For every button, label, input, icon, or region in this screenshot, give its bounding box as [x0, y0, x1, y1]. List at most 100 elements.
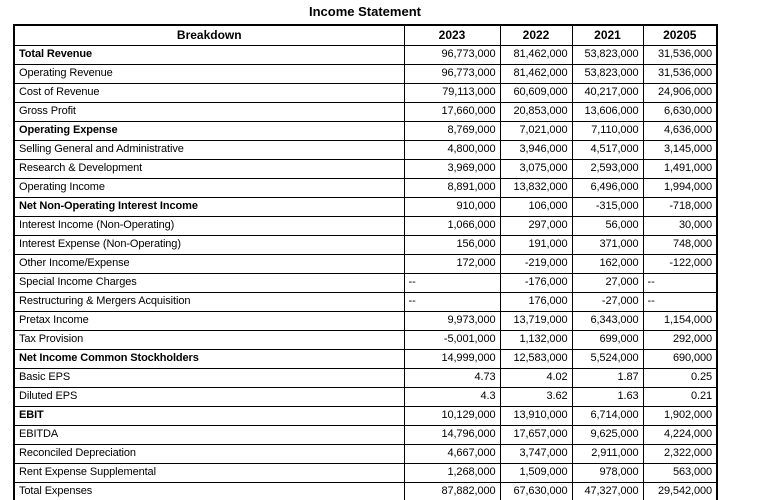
- cell-value: 4,517,000: [572, 140, 643, 159]
- cell-value: 4.73: [404, 368, 500, 387]
- cell-value: 3,946,000: [500, 140, 572, 159]
- cell-value: 978,000: [572, 463, 643, 482]
- row-label: Diluted EPS: [14, 387, 404, 406]
- cell-value: 13,719,000: [500, 311, 572, 330]
- table-row: Diluted EPS4.33.621.630.21: [14, 387, 717, 406]
- cell-value: 4.3: [404, 387, 500, 406]
- cell-value: 14,796,000: [404, 425, 500, 444]
- cell-value: 24,906,000: [643, 83, 717, 102]
- cell-value: 563,000: [643, 463, 717, 482]
- table-row: Cost of Revenue79,113,00060,609,00040,21…: [14, 83, 717, 102]
- cell-value: 1,154,000: [643, 311, 717, 330]
- cell-value: 6,496,000: [572, 178, 643, 197]
- row-label: Operating Expense: [14, 121, 404, 140]
- row-label: Selling General and Administrative: [14, 140, 404, 159]
- row-label: Special Income Charges: [14, 273, 404, 292]
- row-label: Other Income/Expense: [14, 254, 404, 273]
- column-header-2021: 2021: [572, 25, 643, 45]
- cell-value: 191,000: [500, 235, 572, 254]
- cell-value: 297,000: [500, 216, 572, 235]
- row-label: Reconciled Depreciation: [14, 444, 404, 463]
- table-row: Operating Income8,891,00013,832,0006,496…: [14, 178, 717, 197]
- column-header-20205: 20205: [643, 25, 717, 45]
- table-row: Total Expenses87,882,00067,630,00047,327…: [14, 482, 717, 500]
- cell-value: 371,000: [572, 235, 643, 254]
- cell-value: -122,000: [643, 254, 717, 273]
- row-label: Net Non-Operating Interest Income: [14, 197, 404, 216]
- cell-value: 79,113,000: [404, 83, 500, 102]
- table-row: Net Income Common Stockholders14,999,000…: [14, 349, 717, 368]
- cell-value: 81,462,000: [500, 64, 572, 83]
- cell-value: 699,000: [572, 330, 643, 349]
- cell-value: -176,000: [500, 273, 572, 292]
- cell-value: 53,823,000: [572, 45, 643, 64]
- cell-value: 1,902,000: [643, 406, 717, 425]
- row-label: Tax Provision: [14, 330, 404, 349]
- cell-value: 1,268,000: [404, 463, 500, 482]
- row-label: Pretax Income: [14, 311, 404, 330]
- cell-value: 60,609,000: [500, 83, 572, 102]
- cell-value: 292,000: [643, 330, 717, 349]
- cell-value: 4,667,000: [404, 444, 500, 463]
- row-label: Basic EPS: [14, 368, 404, 387]
- table-row: Pretax Income9,973,00013,719,0006,343,00…: [14, 311, 717, 330]
- cell-value: 1,509,000: [500, 463, 572, 482]
- cell-value: 6,714,000: [572, 406, 643, 425]
- table-row: EBIT10,129,00013,910,0006,714,0001,902,0…: [14, 406, 717, 425]
- cell-value: 56,000: [572, 216, 643, 235]
- cell-value: 1,491,000: [643, 159, 717, 178]
- cell-value: -219,000: [500, 254, 572, 273]
- cell-value: --: [643, 292, 717, 311]
- table-row: EBITDA14,796,00017,657,0009,625,0004,224…: [14, 425, 717, 444]
- table-row: Gross Profit17,660,00020,853,00013,606,0…: [14, 102, 717, 121]
- column-header-2022: 2022: [500, 25, 572, 45]
- cell-value: 176,000: [500, 292, 572, 311]
- table-row: Tax Provision-5,001,0001,132,000699,0002…: [14, 330, 717, 349]
- cell-value: 2,322,000: [643, 444, 717, 463]
- table-row: Research & Development3,969,0003,075,000…: [14, 159, 717, 178]
- cell-value: 0.25: [643, 368, 717, 387]
- table-row: Operating Expense8,769,0007,021,0007,110…: [14, 121, 717, 140]
- row-label: EBIT: [14, 406, 404, 425]
- row-label: Restructuring & Mergers Acquisition: [14, 292, 404, 311]
- table-row: Restructuring & Mergers Acquisition--176…: [14, 292, 717, 311]
- cell-value: 13,910,000: [500, 406, 572, 425]
- table-row: Rent Expense Supplemental1,268,0001,509,…: [14, 463, 717, 482]
- cell-value: 9,973,000: [404, 311, 500, 330]
- cell-value: 96,773,000: [404, 64, 500, 83]
- row-label: Interest Expense (Non-Operating): [14, 235, 404, 254]
- cell-value: 1.63: [572, 387, 643, 406]
- row-label: Total Revenue: [14, 45, 404, 64]
- table-row: Operating Revenue96,773,00081,462,00053,…: [14, 64, 717, 83]
- cell-value: 12,583,000: [500, 349, 572, 368]
- row-label: Operating Revenue: [14, 64, 404, 83]
- cell-value: 910,000: [404, 197, 500, 216]
- cell-value: 0.21: [643, 387, 717, 406]
- cell-value: 1,066,000: [404, 216, 500, 235]
- cell-value: 14,999,000: [404, 349, 500, 368]
- cell-value: 31,536,000: [643, 45, 717, 64]
- page-title: Income Statement: [13, 4, 717, 19]
- cell-value: 4,224,000: [643, 425, 717, 444]
- cell-value: 10,129,000: [404, 406, 500, 425]
- cell-value: --: [643, 273, 717, 292]
- table-row: Total Revenue96,773,00081,462,00053,823,…: [14, 45, 717, 64]
- cell-value: --: [404, 292, 500, 311]
- cell-value: 172,000: [404, 254, 500, 273]
- table-row: Reconciled Depreciation4,667,0003,747,00…: [14, 444, 717, 463]
- cell-value: 17,657,000: [500, 425, 572, 444]
- cell-value: 30,000: [643, 216, 717, 235]
- row-label: Gross Profit: [14, 102, 404, 121]
- column-header-breakdown: Breakdown: [14, 25, 404, 45]
- cell-value: 7,021,000: [500, 121, 572, 140]
- cell-value: 13,832,000: [500, 178, 572, 197]
- table-header: Breakdown 2023 2022 2021 20205: [14, 25, 717, 45]
- cell-value: 6,343,000: [572, 311, 643, 330]
- cell-value: 690,000: [643, 349, 717, 368]
- cell-value: 6,630,000: [643, 102, 717, 121]
- cell-value: 106,000: [500, 197, 572, 216]
- table-row: Basic EPS4.734.021.870.25: [14, 368, 717, 387]
- table-row: Other Income/Expense172,000-219,000162,0…: [14, 254, 717, 273]
- row-label: Operating Income: [14, 178, 404, 197]
- row-label: Total Expenses: [14, 482, 404, 500]
